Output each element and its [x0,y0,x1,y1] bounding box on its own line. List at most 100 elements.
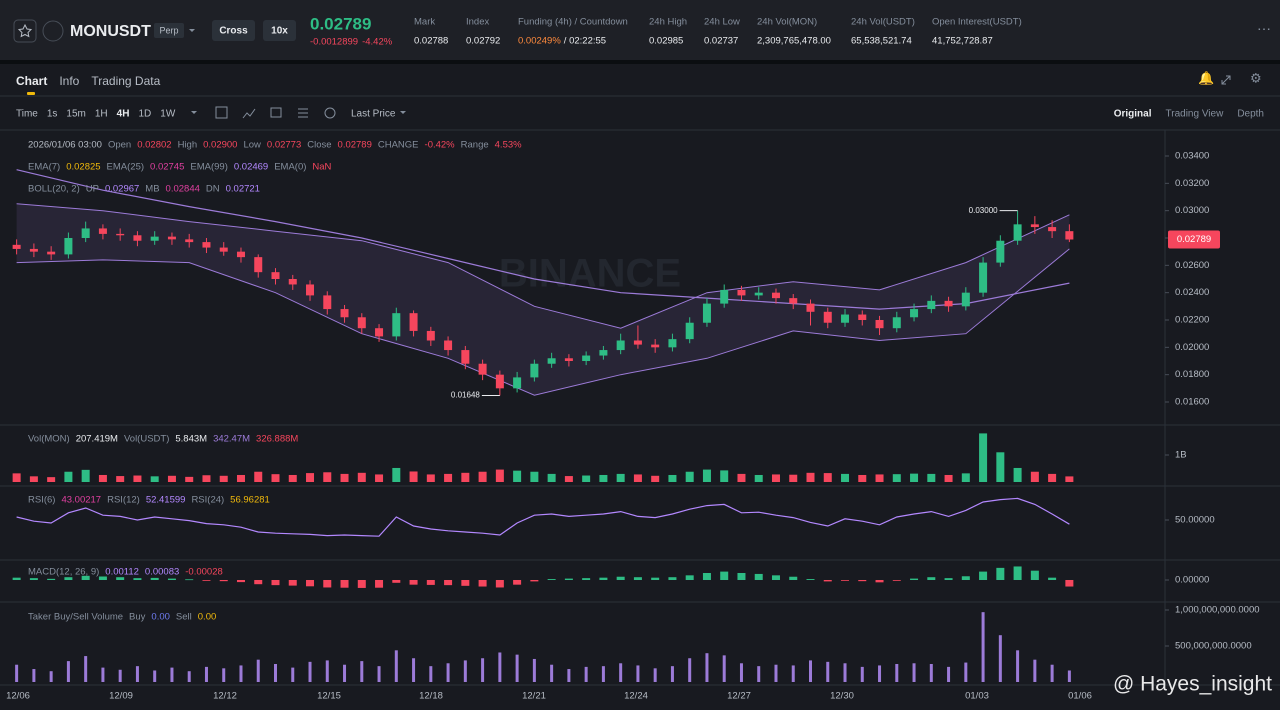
settings-icon[interactable]: ⚙ [1250,70,1262,85]
macd-bar [254,580,263,585]
last-price: 0.02789 [310,14,371,33]
more-menu[interactable]: ⋯ [1257,21,1271,37]
interval[interactable]: 1s [47,109,58,120]
volume-bar [702,469,711,482]
candle-body [582,355,591,361]
margin-button[interactable] [212,20,255,41]
macd-bar [340,580,349,588]
leverage-button[interactable] [263,20,296,41]
legend-text: MB [145,184,159,195]
volume-bar [668,474,677,482]
candle-body [910,309,919,318]
taker-bar [860,666,864,682]
legend-text: 342.47M [213,434,250,445]
macd-bar [944,578,953,580]
favorite-button[interactable] [13,19,37,43]
date-label: 01/06 [1068,691,1092,702]
taker-bar [170,667,174,682]
volume-bar [64,471,73,482]
taker-bar [1016,650,1020,682]
toolbar-icon[interactable] [242,108,256,119]
macd-bar [961,576,970,580]
toolbar-icon[interactable] [270,107,282,118]
tab[interactable]: Info [59,74,79,88]
macd-bar [236,580,245,583]
candle-body [961,292,970,307]
volume-bar [150,476,159,482]
caret [189,29,195,32]
price-tick-label: 0.03200 [1175,178,1209,189]
legend-text: 0.02802 [137,140,171,151]
candle-body [202,242,211,248]
taker-bar [1050,664,1054,682]
candle-body [668,339,677,348]
macd-bar [582,578,591,580]
taker-bar [619,663,623,682]
legend-text: RSI(12) [107,495,140,506]
legend-text: 207.419M [76,434,118,445]
taker-bar [118,669,122,682]
tab[interactable]: Trading Data [91,74,160,88]
macd-bar [927,577,936,580]
margin-mode[interactable]: Cross [219,26,248,37]
legend-text: 56.96281 [230,495,270,506]
taker-bar [463,660,467,682]
macd-bar [806,579,815,580]
macd-bar [495,580,504,588]
stat-value: 0.00249% [518,36,561,47]
toolbar-icon[interactable] [215,106,228,119]
taker-bar [981,612,985,682]
legend-text: 0.00112 [105,567,139,578]
macd-bar [513,580,522,585]
toolbar-icon[interactable] [298,108,308,118]
legend-text: 0.02844 [166,184,200,195]
author-watermark: @ Hayes_insight [1113,673,1272,696]
candle-body [150,236,159,241]
legend-text: Sell [176,612,192,623]
tab[interactable]: Chart [16,74,47,88]
interval[interactable]: Time [16,109,38,120]
legend-text: Range [461,140,489,151]
leverage[interactable]: 10x [271,26,288,37]
taker-bar [722,655,726,682]
taker-bar [601,666,605,682]
candle-body [98,228,107,234]
volume-bar [996,452,1005,482]
macd-bar [375,580,384,588]
legend-text: EMA(0) [274,162,306,173]
candle-body [1013,224,1022,241]
expand-icon[interactable] [1221,75,1231,85]
interval[interactable]: 4H [117,109,130,120]
bollinger-band-area [16,203,1070,396]
volume-bar [288,474,297,482]
high-marker-label: 0.03000 [969,206,998,215]
interval[interactable]: 15m [66,109,85,120]
macd-bar [530,580,539,582]
price-mode[interactable]: Last Price [351,109,396,120]
volume-bar [892,474,901,482]
macd-bar [185,579,194,581]
legend-text: Close [307,140,331,151]
macd-bar [409,580,418,585]
volume-bar [944,474,953,482]
alert-icon[interactable]: 🔔 [1198,70,1214,85]
view-option[interactable]: Trading View [1166,109,1225,120]
watermark: BINANCE [499,252,681,296]
view-option[interactable]: Depth [1237,109,1264,120]
volume-bar [185,476,194,482]
candle-body [357,317,366,329]
macd-bar [685,575,694,580]
legend-text: EMA(99) [190,162,227,173]
interval[interactable]: 1W [160,109,176,120]
legend-text: MACD(12, 26, 9) [28,567,99,578]
toolbar-icon[interactable] [324,107,336,119]
macd-bar [461,580,470,586]
last-price-tag [1168,230,1220,249]
contract-tag [154,23,184,38]
volume-bar [236,474,245,482]
legend-text: 0.02825 [66,162,100,173]
taker-bar [809,660,812,682]
interval[interactable]: 1H [95,109,108,120]
view-option[interactable]: Original [1114,109,1152,120]
interval[interactable]: 1D [138,109,151,120]
